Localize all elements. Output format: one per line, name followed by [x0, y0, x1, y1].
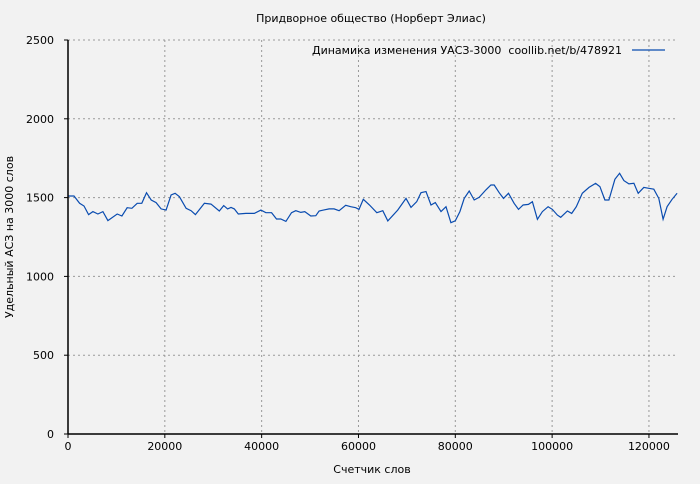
x-tick-label: 100000	[531, 440, 573, 453]
x-axis-label: Счетчик слов	[333, 463, 410, 476]
y-tick-label: 0	[47, 428, 54, 441]
x-tick-label: 80000	[438, 440, 473, 453]
x-tick-label: 20000	[147, 440, 182, 453]
x-tick-label: 0	[65, 440, 72, 453]
chart-title: Придворное общество (Норберт Элиас)	[256, 12, 486, 25]
x-tick-label: 120000	[628, 440, 670, 453]
y-tick-label: 1500	[26, 192, 54, 205]
legend-label: Динамика изменения УАСЗ-3000 coollib.net…	[312, 44, 622, 57]
y-axis-label: Удельный АСЗ на 3000 слов	[3, 156, 16, 318]
x-tick-label: 60000	[341, 440, 376, 453]
grid	[68, 39, 678, 434]
series-line	[68, 172, 678, 224]
y-tick-label: 500	[33, 349, 54, 362]
x-tick-label: 40000	[244, 440, 279, 453]
y-tick-label: 1000	[26, 270, 54, 283]
y-tick-label: 2500	[26, 34, 54, 47]
y-tick-label: 2000	[26, 113, 54, 126]
tick-labels: 0 20000 40000 60000 80000 100000 120000 0 500 100…	[26, 34, 670, 453]
